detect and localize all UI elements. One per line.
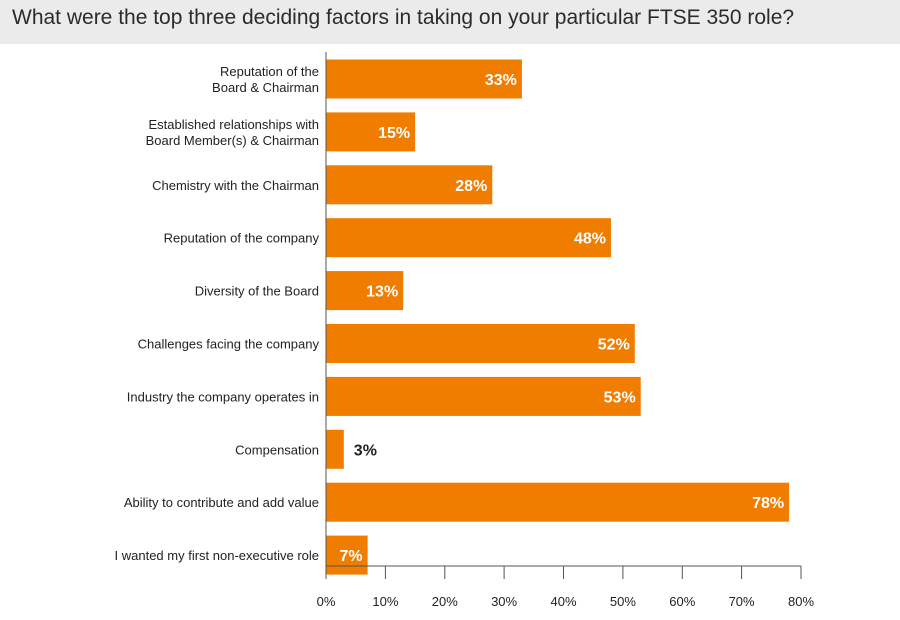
- bar: [326, 112, 416, 152]
- bar: [326, 482, 790, 522]
- value-label: 78%: [752, 495, 784, 512]
- bar: [326, 271, 404, 311]
- value-label: 3%: [354, 442, 377, 459]
- category-label: Industry the company operates in: [127, 389, 319, 404]
- category-label: Challenges facing the company: [138, 337, 320, 352]
- value-label: 13%: [366, 284, 398, 301]
- bar: [326, 429, 344, 469]
- bar: [326, 218, 611, 258]
- value-label: 53%: [604, 389, 636, 406]
- bar: [326, 376, 641, 416]
- x-tick-label: 70%: [729, 594, 755, 609]
- x-tick-label: 80%: [788, 594, 814, 609]
- x-tick-label: 50%: [610, 594, 636, 609]
- category-label: Compensation: [235, 442, 319, 457]
- x-tick-label: 30%: [491, 594, 517, 609]
- bar: [326, 165, 493, 205]
- category-label: I wanted my first non-executive role: [115, 548, 319, 563]
- value-label: 7%: [339, 548, 362, 565]
- chart-title: What were the top three deciding factors…: [12, 6, 795, 29]
- bar: [326, 535, 368, 575]
- value-label: 15%: [378, 125, 410, 142]
- bar: [326, 59, 522, 99]
- category-label: Reputation of the Board & Chairman: [212, 64, 319, 95]
- bar: [326, 324, 635, 363]
- x-tick-label: 10%: [372, 594, 398, 609]
- value-label: 28%: [455, 178, 487, 195]
- category-label: Reputation of the company: [164, 231, 320, 246]
- x-tick-label: 60%: [669, 594, 695, 609]
- value-label: 52%: [598, 337, 630, 354]
- category-label: Established relationships with Board Memb…: [146, 117, 319, 148]
- x-tick-label: 20%: [432, 594, 458, 609]
- value-label: 48%: [574, 231, 606, 248]
- x-tick-label: 40%: [550, 594, 576, 609]
- category-label: Ability to contribute and add value: [124, 495, 319, 510]
- x-tick-label: 0%: [317, 594, 336, 609]
- value-label: 33%: [485, 72, 517, 89]
- category-label: Chemistry with the Chairman: [152, 178, 319, 193]
- category-label: Diversity of the Board: [195, 284, 319, 299]
- title-bar: What were the top three deciding factors…: [0, 0, 900, 44]
